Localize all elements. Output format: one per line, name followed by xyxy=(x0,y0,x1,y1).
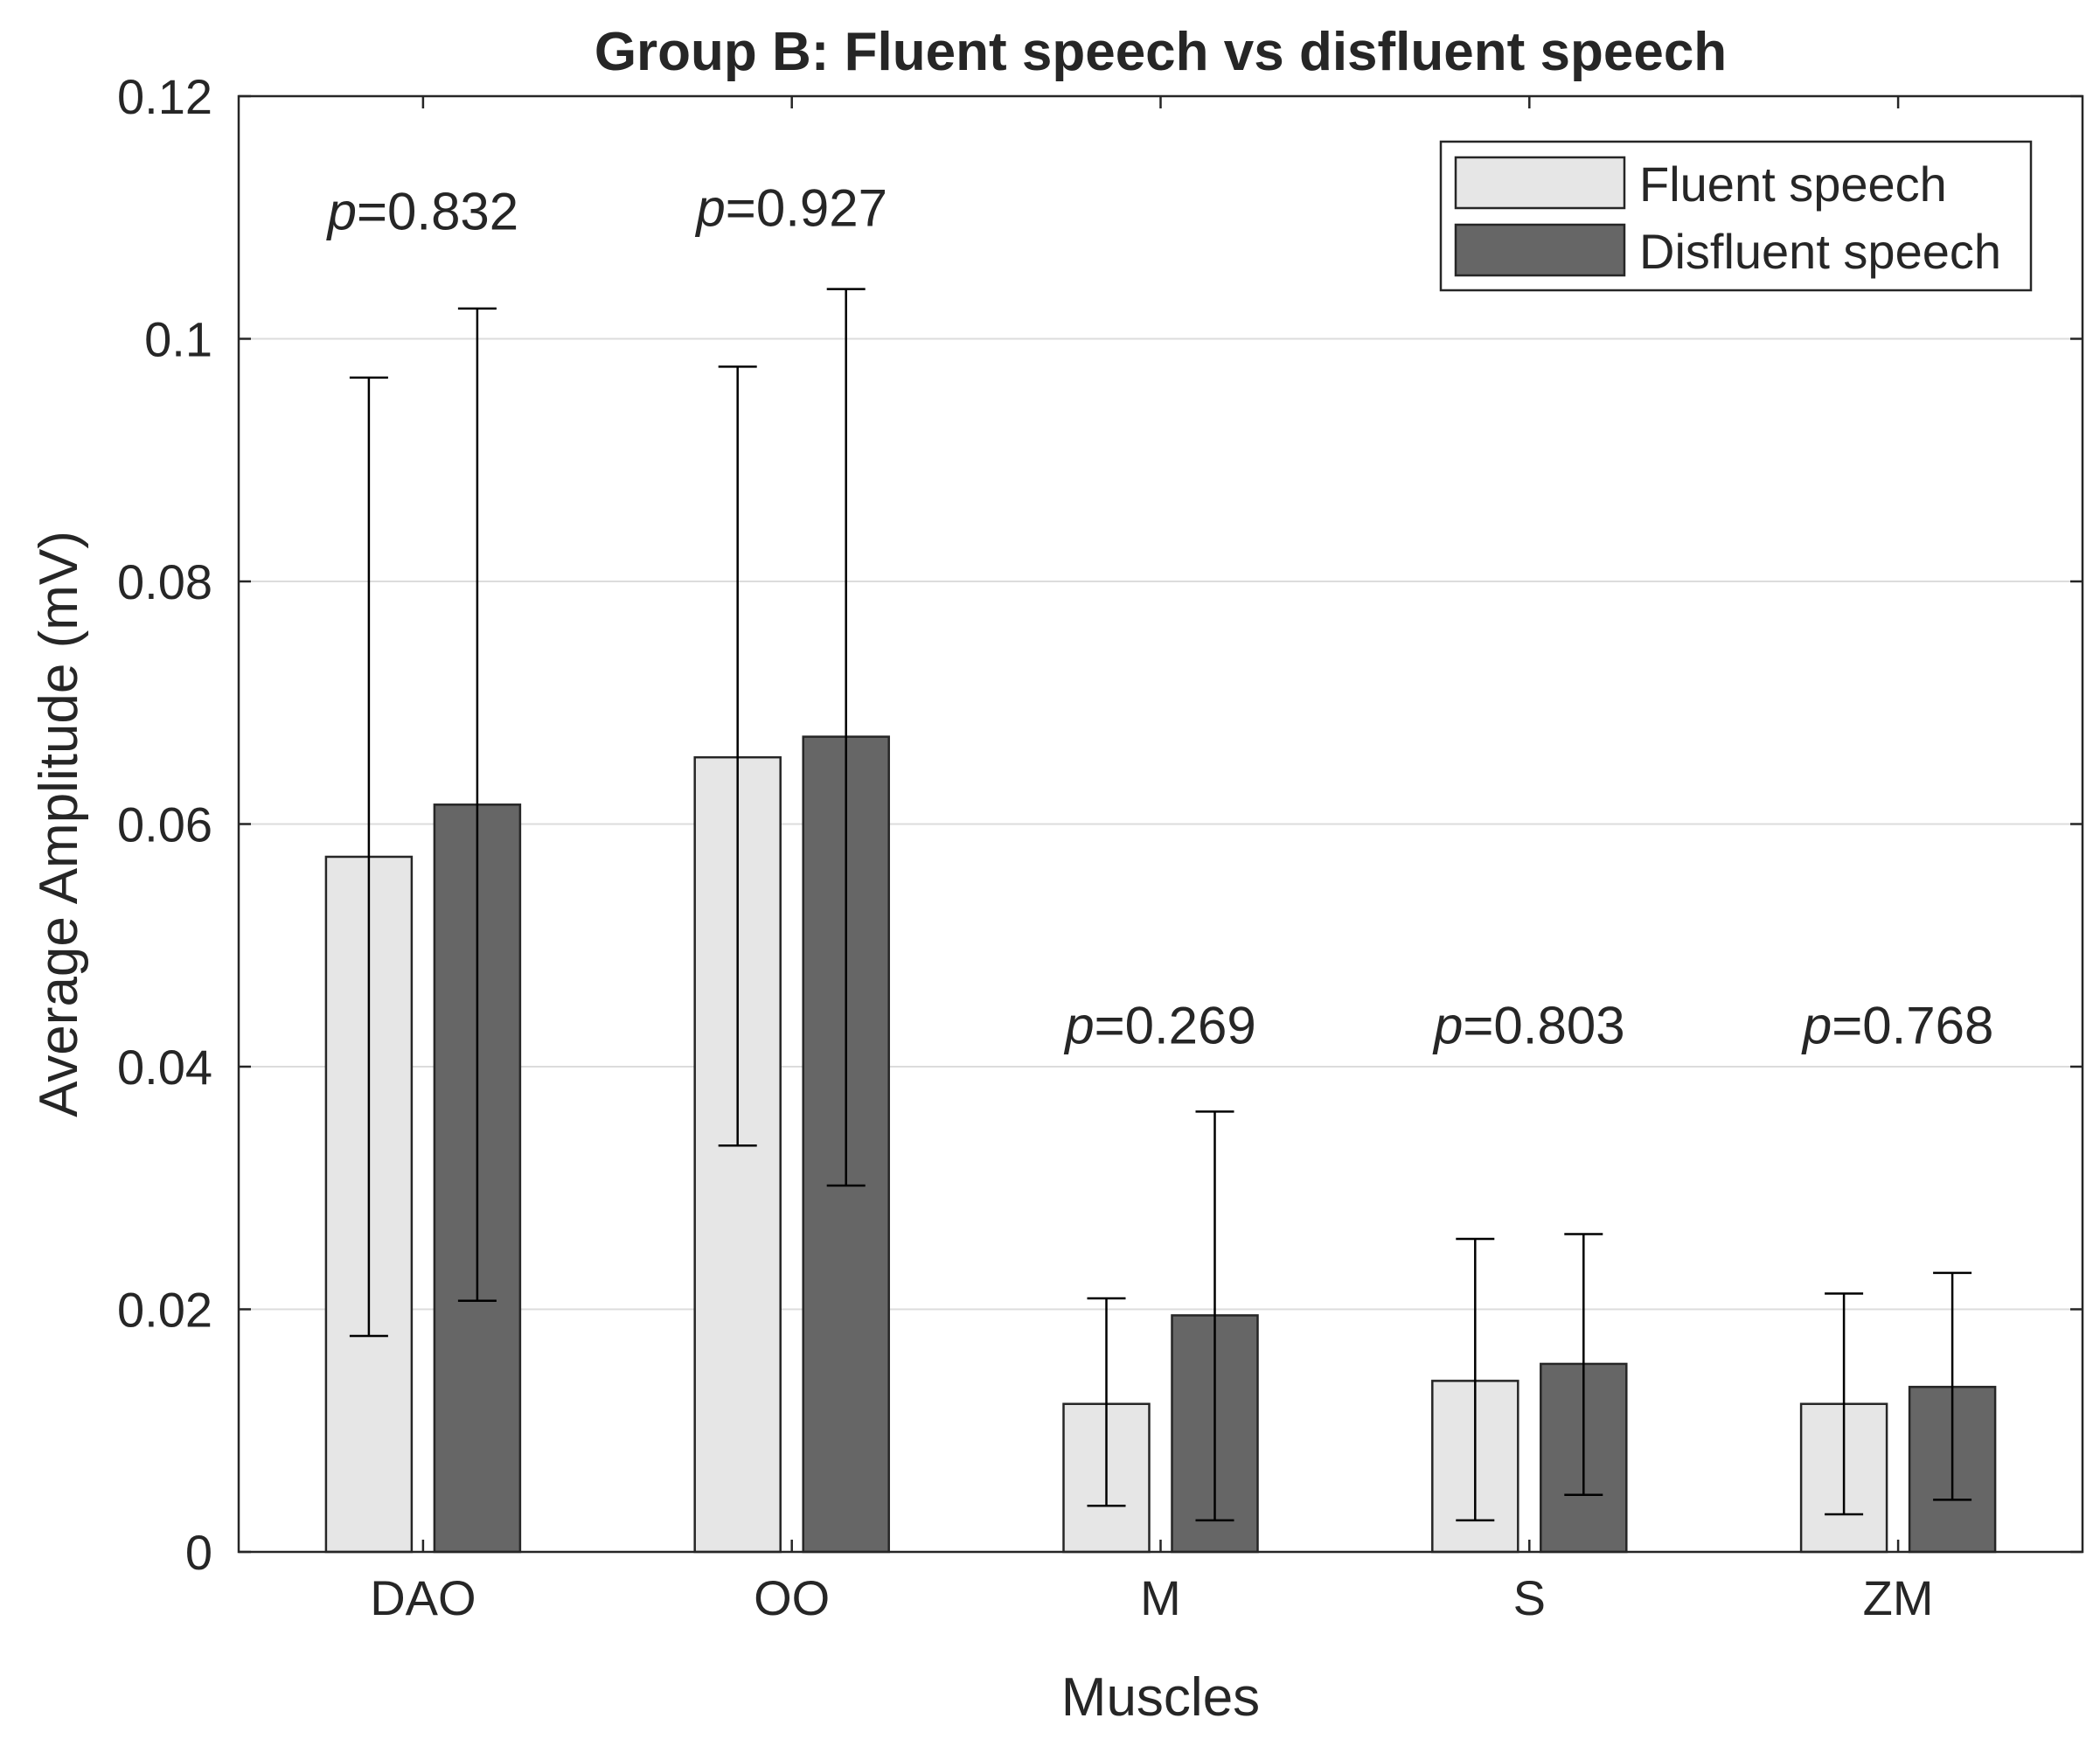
x-tick-label: DAO xyxy=(370,1570,476,1625)
x-tick-label: S xyxy=(1513,1570,1546,1625)
error-bar-fluent-zm xyxy=(1825,1292,1864,1516)
error-bar-disfluent-dao xyxy=(457,307,497,1303)
error-bar-fluent-s xyxy=(1456,1237,1495,1522)
grid-lines xyxy=(239,337,2083,1311)
x-tick-label: OO xyxy=(754,1570,830,1625)
x-axis-ticks: DAO OO M S ZM xyxy=(370,96,1934,1625)
legend-label-fluent: Fluent speech xyxy=(1639,157,1947,212)
y-tick-label: 0.04 xyxy=(117,1040,212,1095)
y-tick-label: 0.1 xyxy=(144,312,212,367)
legend-swatch-disfluent xyxy=(1454,223,1626,277)
error-bar-disfluent-oo xyxy=(826,288,866,1187)
error-bar-fluent-m xyxy=(1087,1297,1126,1507)
chart-title: Group B: Fluent speech vs disfluent spee… xyxy=(595,22,1727,82)
legend-swatch-fluent xyxy=(1454,156,1626,210)
p-value-oo: p=0.927 xyxy=(694,178,887,237)
x-tick-label: ZM xyxy=(1863,1570,1934,1625)
p-value-annotations: p=0.832 p=0.927 p=0.269 p=0.803 p=0.768 xyxy=(326,178,1994,1054)
y-tick-label: 0.08 xyxy=(117,554,212,609)
y-tick-label: 0.02 xyxy=(117,1283,212,1338)
error-bar-disfluent-s xyxy=(1564,1233,1603,1497)
legend: Fluent speech Disfluent speech xyxy=(1439,140,2033,292)
y-tick-label: 0 xyxy=(185,1525,212,1580)
p-value-dao: p=0.832 xyxy=(326,183,519,241)
y-tick-label: 0.12 xyxy=(117,69,212,124)
y-tick-label: 0.06 xyxy=(117,797,212,852)
legend-label-disfluent: Disfluent speech xyxy=(1639,224,2001,279)
y-axis-label: Average Amplitude (mV) xyxy=(29,531,89,1117)
p-value-s: p=0.803 xyxy=(1432,997,1625,1055)
error-bar-disfluent-m xyxy=(1195,1110,1234,1522)
error-bar-fluent-oo xyxy=(718,365,757,1147)
error-bar-disfluent-zm xyxy=(1933,1271,1972,1501)
p-value-zm: p=0.768 xyxy=(1801,997,1994,1055)
p-value-m: p=0.269 xyxy=(1063,997,1256,1055)
error-bars xyxy=(349,288,1972,1522)
x-tick-label: M xyxy=(1140,1570,1181,1625)
y-axis-ticks: 0 0.02 0.04 0.06 0.08 0.1 0.12 xyxy=(117,69,2083,1580)
x-axis-label: Muscles xyxy=(1061,1667,1260,1728)
error-bar-fluent-dao xyxy=(349,376,388,1338)
